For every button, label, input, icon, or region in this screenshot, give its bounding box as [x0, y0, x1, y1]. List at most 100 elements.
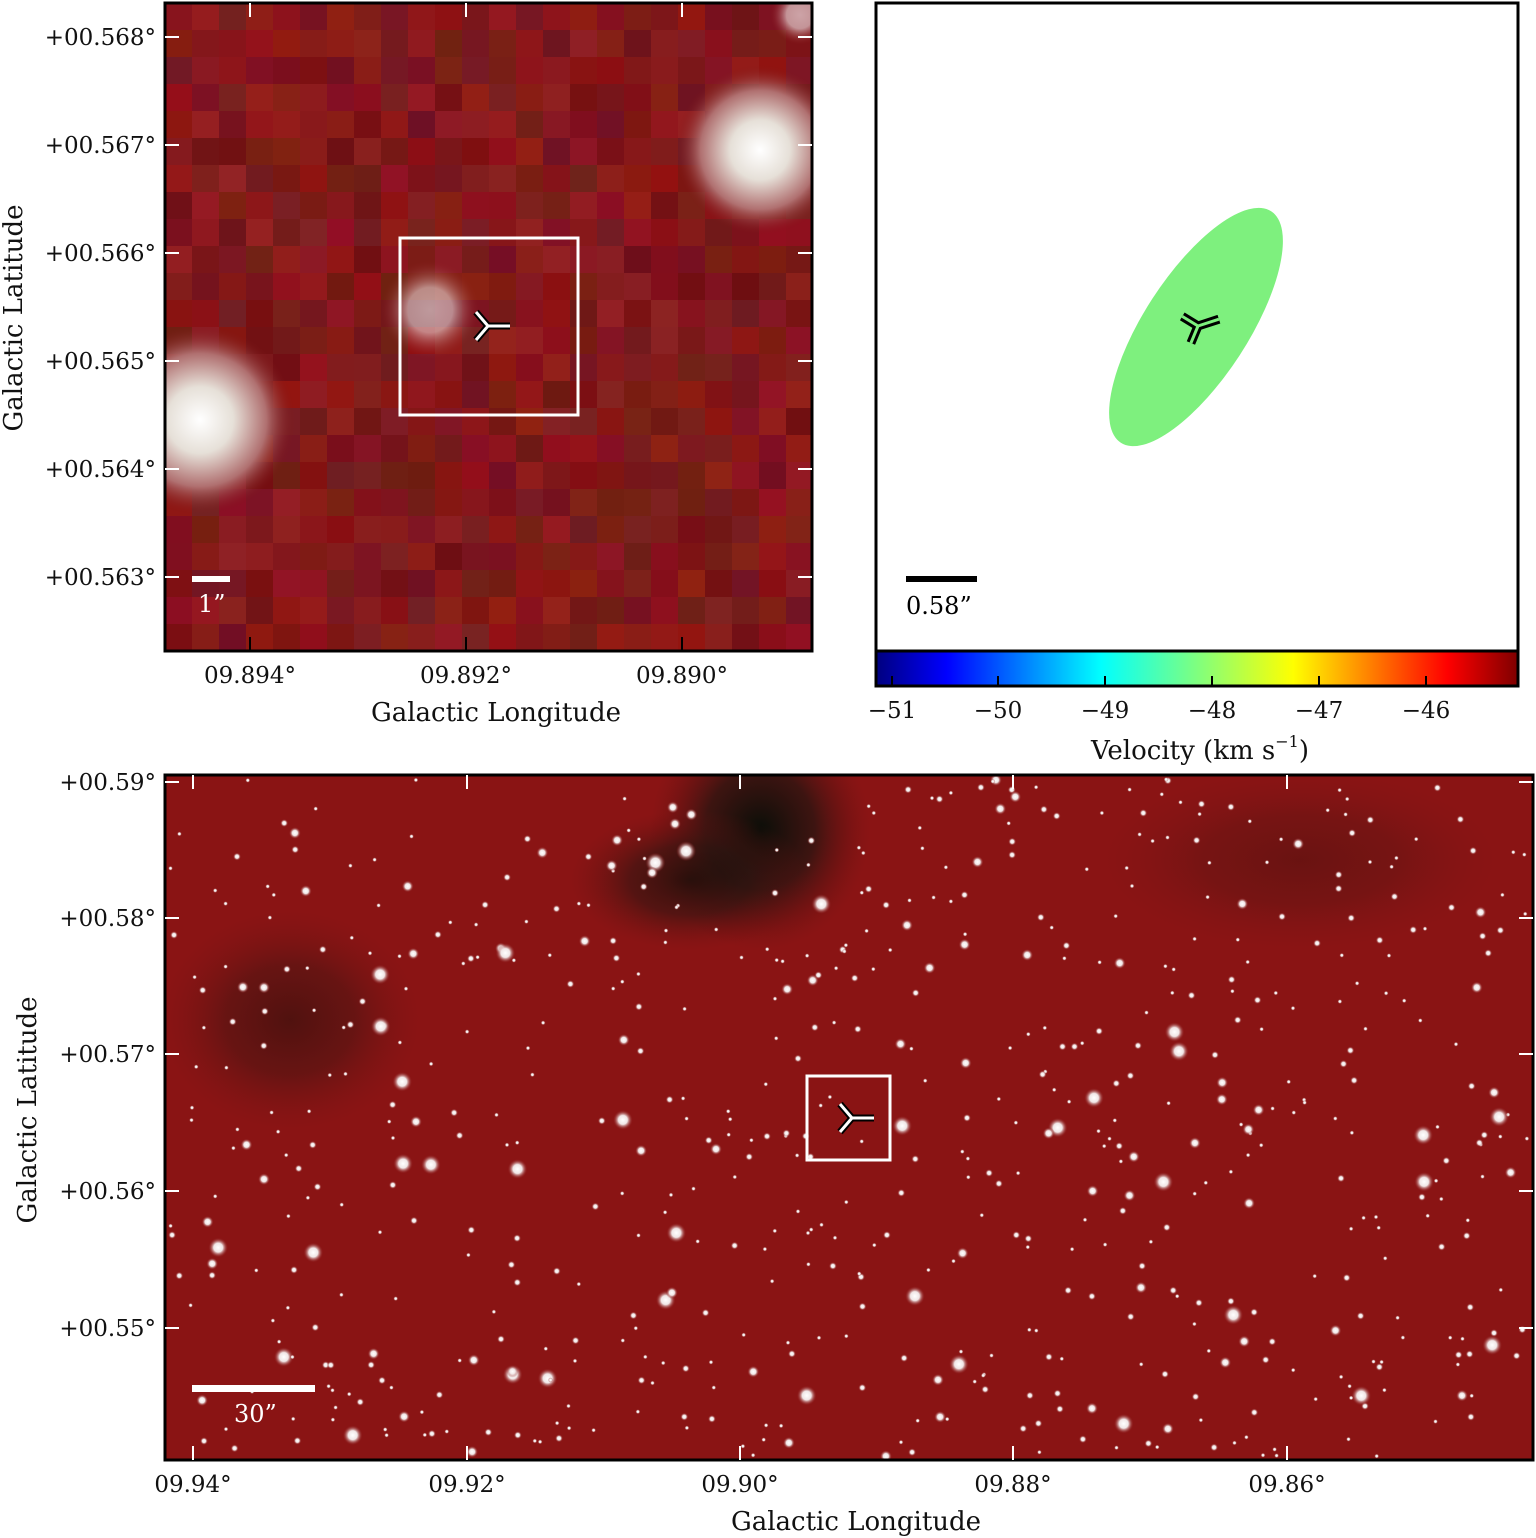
zoom-pixel — [246, 543, 273, 570]
zoom-pixel — [651, 111, 678, 138]
star — [1467, 1082, 1476, 1091]
star — [504, 1142, 510, 1148]
zoom-pixel — [165, 273, 192, 300]
star — [796, 1385, 817, 1406]
star — [192, 974, 198, 980]
zoom-pixel — [273, 273, 300, 300]
star — [1055, 1405, 1064, 1413]
star — [170, 931, 178, 939]
star — [503, 873, 512, 882]
star — [393, 1153, 414, 1174]
star — [1512, 1351, 1521, 1360]
wide-xtick-label: 09.86° — [1248, 1472, 1325, 1498]
zoom-pixel — [381, 354, 408, 381]
star — [1162, 963, 1168, 969]
star — [333, 1405, 339, 1410]
star — [1138, 1262, 1147, 1270]
star — [1278, 836, 1284, 842]
zoom-pixel — [624, 246, 651, 273]
zoom-pixel — [570, 516, 597, 543]
star — [680, 1412, 689, 1421]
star — [904, 1286, 925, 1307]
star — [1211, 1050, 1219, 1059]
star — [762, 1246, 768, 1252]
zoom-pixel — [462, 435, 489, 462]
star — [1118, 1206, 1127, 1215]
star — [584, 852, 593, 861]
star — [828, 1262, 837, 1270]
zoom-pixel — [543, 381, 570, 408]
star — [726, 1132, 732, 1138]
zoom-pixel — [273, 192, 300, 219]
zoom-pixel — [219, 543, 246, 570]
zoom-pixel — [165, 192, 192, 219]
star — [807, 836, 816, 845]
zoom-pixel — [489, 435, 516, 462]
star — [951, 1258, 956, 1264]
zoom-pixel — [624, 597, 651, 624]
zoom-pixel — [759, 597, 786, 624]
star — [1433, 1419, 1438, 1424]
star — [1290, 1005, 1296, 1011]
star — [464, 1029, 470, 1035]
star — [1253, 996, 1262, 1005]
zoom-pixel — [489, 111, 516, 138]
zoom-pixel — [597, 408, 624, 435]
zoom-pixel — [786, 516, 812, 543]
star — [1286, 1079, 1292, 1085]
colorbar-tick-label: −46 — [1402, 698, 1451, 724]
star — [1012, 1231, 1021, 1239]
zoom-pixel — [651, 246, 678, 273]
zoom-pixel — [462, 597, 489, 624]
zoom-pixel — [246, 30, 273, 57]
star — [859, 890, 865, 896]
star — [794, 1152, 800, 1158]
star — [856, 1271, 862, 1277]
zoom-pixel — [678, 543, 705, 570]
star — [1409, 925, 1418, 934]
star — [457, 1358, 463, 1363]
zoom-pixel — [192, 246, 219, 273]
star — [289, 1354, 295, 1360]
star — [850, 974, 859, 983]
zoom-pixel — [273, 327, 300, 354]
wide-ytick-label: +00.56° — [59, 1179, 156, 1205]
zoom-pixel — [435, 111, 462, 138]
zoom-pixel — [705, 354, 732, 381]
zoom-pixel — [435, 84, 462, 111]
star — [1148, 1239, 1154, 1245]
zoom-pixel — [489, 381, 516, 408]
star — [897, 1188, 906, 1197]
star — [1188, 1137, 1201, 1149]
zoom-pixel — [327, 408, 354, 435]
star — [1187, 991, 1196, 1000]
zoom-pixel — [597, 381, 624, 408]
star — [1344, 796, 1350, 802]
star — [273, 1347, 294, 1367]
zoom-pixel — [246, 219, 273, 246]
star — [313, 1182, 322, 1191]
star — [1078, 1435, 1087, 1444]
zoom-pixel — [759, 273, 786, 300]
wide-xlabel: Galactic Longitude — [731, 1507, 981, 1537]
wide-frame — [163, 773, 1535, 1462]
star — [378, 1376, 386, 1385]
star — [981, 1385, 990, 1394]
star — [1226, 802, 1235, 811]
zoom-pixel — [678, 516, 705, 543]
zoom-pixel — [327, 273, 354, 300]
star — [1292, 837, 1305, 850]
zoom-pixel — [300, 597, 327, 624]
star — [962, 931, 968, 937]
zoom-pixel — [786, 408, 812, 435]
zoom-pixel — [354, 597, 381, 624]
zoom-scalebar-label: 1” — [198, 590, 226, 618]
star — [859, 1138, 865, 1144]
zoom-pixel — [435, 489, 462, 516]
star — [514, 1140, 520, 1146]
star — [843, 1333, 849, 1339]
star — [1059, 1356, 1065, 1362]
zoom-pixel — [570, 138, 597, 165]
zoom-ytick-label: +00.563° — [45, 565, 156, 591]
zoom-pixel — [597, 327, 624, 354]
